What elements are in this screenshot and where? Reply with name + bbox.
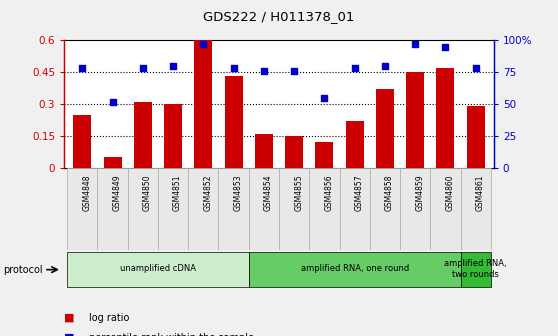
Text: log ratio: log ratio — [89, 312, 129, 323]
Bar — [103, 157, 122, 168]
FancyBboxPatch shape — [279, 168, 309, 250]
FancyBboxPatch shape — [67, 168, 98, 250]
Text: ■: ■ — [64, 312, 75, 323]
FancyBboxPatch shape — [158, 168, 188, 250]
Point — [259, 68, 268, 74]
Point — [108, 99, 117, 104]
Text: unamplified cDNA: unamplified cDNA — [120, 264, 196, 274]
FancyBboxPatch shape — [98, 168, 128, 250]
Text: amplified RNA, one round: amplified RNA, one round — [301, 264, 409, 274]
Text: GSM4854: GSM4854 — [264, 175, 273, 211]
Text: GSM4853: GSM4853 — [234, 175, 243, 211]
Point — [320, 95, 329, 100]
Text: GSM4848: GSM4848 — [83, 175, 92, 211]
Text: GSM4857: GSM4857 — [355, 175, 364, 211]
FancyBboxPatch shape — [67, 252, 249, 287]
Point — [229, 66, 238, 71]
FancyBboxPatch shape — [370, 168, 400, 250]
Bar — [285, 136, 303, 168]
Bar — [134, 102, 152, 168]
FancyBboxPatch shape — [339, 168, 370, 250]
Bar — [224, 77, 243, 168]
Bar — [164, 104, 182, 168]
Point — [471, 66, 480, 71]
FancyBboxPatch shape — [128, 168, 158, 250]
Bar — [73, 115, 92, 168]
Point — [290, 68, 299, 74]
Text: ■: ■ — [64, 333, 75, 336]
Text: percentile rank within the sample: percentile rank within the sample — [89, 333, 254, 336]
Text: GSM4860: GSM4860 — [445, 175, 454, 211]
Point — [350, 66, 359, 71]
FancyBboxPatch shape — [460, 168, 491, 250]
Text: GSM4858: GSM4858 — [385, 175, 394, 211]
FancyBboxPatch shape — [249, 252, 460, 287]
Bar — [345, 121, 364, 168]
Point — [411, 41, 420, 47]
Point — [78, 66, 87, 71]
Text: amplified RNA,
two rounds: amplified RNA, two rounds — [444, 259, 507, 279]
FancyBboxPatch shape — [249, 168, 279, 250]
FancyBboxPatch shape — [430, 168, 460, 250]
FancyBboxPatch shape — [188, 168, 219, 250]
Text: GSM4851: GSM4851 — [173, 175, 182, 211]
Text: GSM4849: GSM4849 — [113, 175, 122, 211]
FancyBboxPatch shape — [460, 252, 491, 287]
Point — [199, 41, 208, 47]
Text: GSM4856: GSM4856 — [324, 175, 333, 211]
Bar — [315, 142, 334, 168]
Bar — [255, 134, 273, 168]
Text: GSM4852: GSM4852 — [203, 175, 213, 211]
Text: GDS222 / H011378_01: GDS222 / H011378_01 — [203, 10, 355, 23]
FancyBboxPatch shape — [400, 168, 430, 250]
Text: GSM4861: GSM4861 — [475, 175, 485, 211]
Bar — [194, 40, 213, 168]
Bar — [376, 89, 394, 168]
Point — [138, 66, 147, 71]
Text: GSM4859: GSM4859 — [415, 175, 424, 211]
Text: GSM4850: GSM4850 — [143, 175, 152, 211]
Point — [169, 63, 177, 69]
Text: GSM4855: GSM4855 — [294, 175, 303, 211]
Bar — [406, 72, 424, 168]
Point — [441, 44, 450, 49]
FancyBboxPatch shape — [309, 168, 339, 250]
Point — [381, 63, 389, 69]
FancyBboxPatch shape — [219, 168, 249, 250]
Text: protocol: protocol — [3, 265, 42, 275]
Bar — [436, 68, 455, 168]
Bar — [466, 106, 485, 168]
